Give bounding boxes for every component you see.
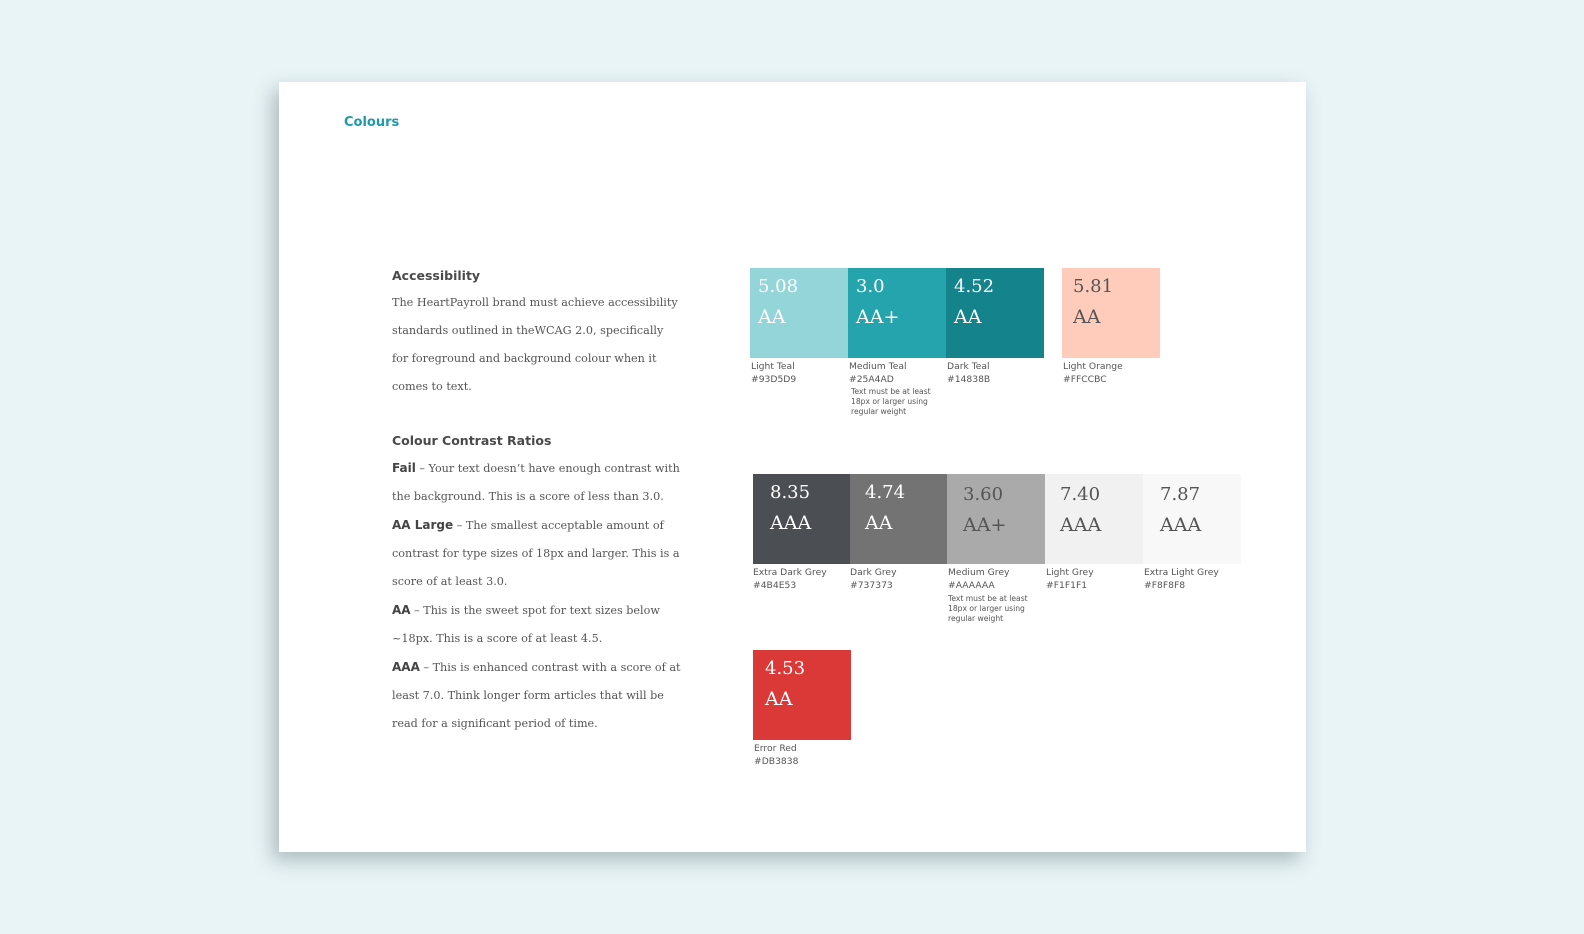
- contrast-ratio: 4.53: [765, 658, 806, 679]
- contrast-item-aa-large: AA Large – The smallest acceptable amoun…: [392, 511, 682, 596]
- swatch-name: Light Orange: [1063, 361, 1123, 372]
- contrast-grade: AA: [1073, 306, 1101, 328]
- contrast-text: – This is the sweet spot for text sizes …: [392, 604, 660, 645]
- swatch-light-grey: 7.40 AAA: [1045, 474, 1143, 564]
- swatch-caption: Extra Light Grey #F8F8F8: [1144, 566, 1244, 592]
- swatch-medium-grey: 3.60 AA+: [947, 474, 1045, 564]
- swatch-caption: Light Grey #F1F1F1: [1046, 566, 1146, 592]
- contrast-text: – Your text doesn’t have enough contrast…: [392, 462, 680, 503]
- swatch-name: Medium Grey: [948, 567, 1010, 578]
- swatch-name: Extra Light Grey: [1144, 567, 1219, 578]
- swatch-caption: Light Teal #93D5D9: [751, 360, 851, 386]
- contrast-grade: AA+: [856, 306, 900, 328]
- contrast-ratio: 5.08: [758, 276, 799, 297]
- contrast-grade: AA: [865, 512, 893, 534]
- swatch-caption: Dark Grey #737373: [850, 566, 950, 592]
- contrast-heading: Colour Contrast Ratios: [392, 433, 552, 448]
- contrast-block: Colour Contrast Ratios Fail – Your text …: [392, 433, 682, 738]
- contrast-item-aaa: AAA – This is enhanced contrast with a s…: [392, 653, 682, 738]
- swatch-hex: #F1F1F1: [1046, 580, 1088, 591]
- swatch-name: Dark Grey: [850, 567, 897, 578]
- swatch-caption: Extra Dark Grey #4B4E53: [753, 566, 853, 592]
- contrast-grade: AA+: [963, 514, 1007, 536]
- contrast-ratio: 8.35: [770, 482, 811, 503]
- contrast-grade: AAA: [1160, 514, 1202, 536]
- contrast-term: AA: [392, 603, 411, 617]
- contrast-ratio: 3.60: [963, 484, 1004, 505]
- text-column: Accessibility The HeartPayroll brand mus…: [392, 268, 682, 738]
- swatch-hex: #4B4E53: [753, 580, 797, 591]
- swatch-medium-teal: 3.0 AA+: [848, 268, 946, 358]
- swatch-hex: #737373: [850, 580, 893, 591]
- swatch-hex: #F8F8F8: [1144, 580, 1186, 591]
- swatch-name: Light Teal: [751, 361, 795, 372]
- swatch-name: Light Grey: [1046, 567, 1094, 578]
- contrast-ratio: 7.87: [1160, 484, 1201, 505]
- contrast-term: Fail: [392, 461, 416, 475]
- contrast-ratio: 3.0: [856, 276, 885, 297]
- contrast-grade: AA: [758, 306, 786, 328]
- swatch-name: Error Red: [754, 743, 797, 754]
- contrast-item-fail: Fail – Your text doesn’t have enough con…: [392, 454, 682, 511]
- swatch-hex: #DB3838: [754, 756, 799, 767]
- swatch-note: Text must be at least 18px or larger usi…: [948, 594, 1028, 623]
- swatch-name: Dark Teal: [947, 361, 990, 372]
- accessibility-heading: Accessibility: [392, 268, 481, 283]
- contrast-grade: AA: [765, 688, 793, 710]
- contrast-ratio: 5.81: [1073, 276, 1114, 297]
- swatch-caption: Medium Grey #AAAAAA: [948, 566, 1048, 592]
- swatch-error-red: 4.53 AA: [753, 650, 851, 740]
- contrast-grade: AAA: [1060, 514, 1102, 536]
- swatch-name: Medium Teal: [849, 361, 907, 372]
- contrast-term: AA Large: [392, 518, 454, 532]
- swatch-dark-grey: 4.74 AA: [850, 474, 948, 564]
- swatch-light-orange: 5.81 AA: [1062, 268, 1160, 358]
- accessibility-body: The HeartPayroll brand must achieve acce…: [392, 296, 678, 393]
- swatch-hex: #AAAAAA: [948, 580, 995, 591]
- swatch-caption: Error Red #DB3838: [754, 742, 854, 768]
- swatch-caption: Dark Teal #14838B: [947, 360, 1047, 386]
- swatch-dark-teal: 4.52 AA: [946, 268, 1044, 358]
- section-label: Colours: [344, 115, 400, 130]
- swatch-name: Extra Dark Grey: [753, 567, 827, 578]
- swatch-hex: #93D5D9: [751, 374, 797, 385]
- contrast-term: AAA: [392, 660, 420, 674]
- swatch-extra-light-grey: 7.87 AAA: [1143, 474, 1241, 564]
- swatch-hex: #FFCCBC: [1063, 374, 1107, 385]
- swatch-light-teal: 5.08 AA: [750, 268, 848, 358]
- contrast-ratio: 7.40: [1060, 484, 1101, 505]
- swatch-caption: Medium Teal #25A4AD: [849, 360, 949, 386]
- contrast-text: – This is enhanced contrast with a score…: [392, 661, 681, 730]
- swatch-hex: #25A4AD: [849, 374, 894, 385]
- contrast-ratio: 4.74: [865, 482, 906, 503]
- contrast-text: – The smallest acceptable amount of cont…: [392, 519, 680, 588]
- swatch-hex: #14838B: [947, 374, 991, 385]
- swatch-extra-dark-grey: 8.35 AAA: [753, 474, 851, 564]
- contrast-grade: AA: [954, 306, 982, 328]
- contrast-item-aa: AA – This is the sweet spot for text siz…: [392, 596, 682, 653]
- swatch-note: Text must be at least 18px or larger usi…: [851, 387, 931, 416]
- contrast-ratio: 4.52: [954, 276, 995, 297]
- swatch-caption: Light Orange #FFCCBC: [1063, 360, 1163, 386]
- document-page: Colours Accessibility The HeartPayroll b…: [279, 82, 1306, 852]
- contrast-grade: AAA: [770, 512, 812, 534]
